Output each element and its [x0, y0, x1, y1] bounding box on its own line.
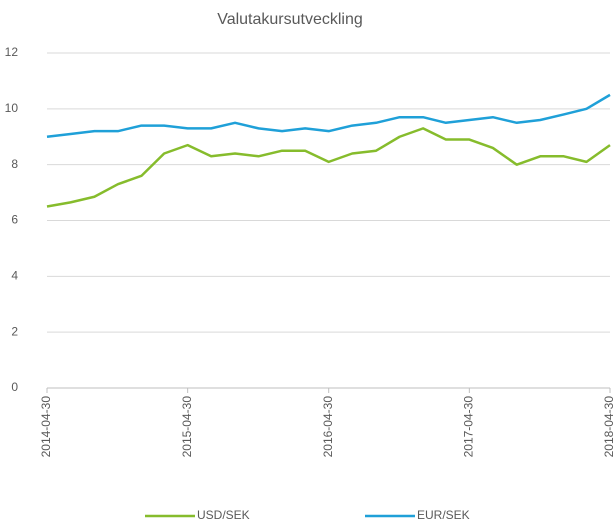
line-series — [46, 127, 611, 208]
x-tick-label: 2016-04-30 — [321, 396, 335, 458]
x-tick-label: 2017-04-30 — [462, 396, 476, 458]
chart-title: Valutakursutveckling — [217, 11, 363, 28]
y-tick-label: 2 — [11, 324, 18, 338]
y-tick-label: 4 — [11, 269, 18, 283]
y-tick-label: 12 — [5, 45, 19, 59]
y-tick-label: 8 — [11, 157, 18, 171]
y-tick-label: 6 — [11, 213, 18, 227]
x-tick-label: 2014-04-30 — [39, 396, 53, 458]
legend-label: EUR/SEK — [417, 508, 470, 522]
line-series — [46, 93, 611, 138]
x-tick-label: 2018-04-30 — [602, 396, 615, 458]
y-tick-label: 0 — [11, 380, 18, 394]
y-tick-label: 10 — [5, 101, 19, 115]
legend-label: USD/SEK — [197, 508, 250, 522]
x-tick-label: 2015-04-30 — [180, 396, 194, 458]
